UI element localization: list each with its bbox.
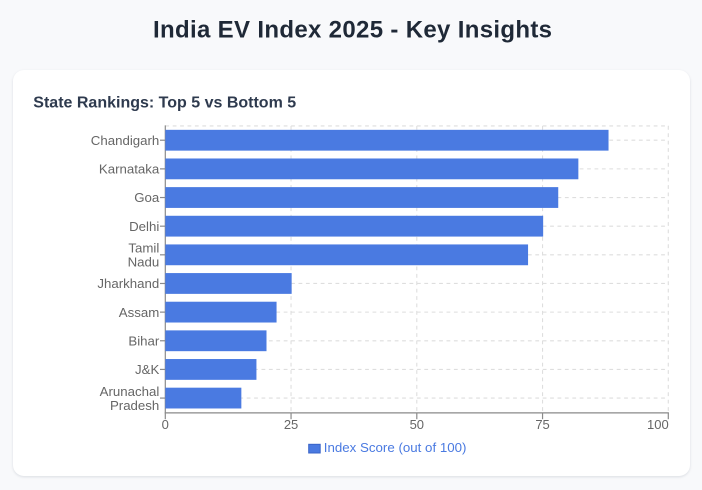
svg-text:Index Score (out of 100): Index Score (out of 100)	[324, 440, 467, 455]
svg-text:Chandigarh: Chandigarh	[91, 133, 160, 148]
svg-text:Nadu: Nadu	[128, 255, 160, 270]
svg-text:50: 50	[410, 417, 424, 432]
svg-text:0: 0	[162, 417, 169, 432]
svg-text:India EV Index 2025 - Key Insi: India EV Index 2025 - Key Insights	[153, 17, 552, 44]
svg-text:Assam: Assam	[119, 305, 160, 320]
svg-text:Arunachal: Arunachal	[100, 384, 160, 399]
svg-text:J&K: J&K	[135, 362, 159, 377]
svg-text:100: 100	[647, 417, 669, 432]
svg-text:25: 25	[284, 417, 298, 432]
svg-text:Delhi: Delhi	[129, 219, 159, 234]
svg-text:State Rankings: Top 5 vs Botto: State Rankings: Top 5 vs Bottom 5	[33, 95, 296, 112]
svg-text:Karnataka: Karnataka	[99, 162, 160, 177]
svg-text:Bihar: Bihar	[128, 333, 160, 348]
svg-text:Tamil: Tamil	[128, 241, 159, 256]
svg-text:Pradesh: Pradesh	[110, 398, 159, 413]
svg-text:Jharkhand: Jharkhand	[97, 276, 159, 291]
svg-text:75: 75	[535, 417, 549, 432]
svg-text:Goa: Goa	[134, 190, 160, 205]
